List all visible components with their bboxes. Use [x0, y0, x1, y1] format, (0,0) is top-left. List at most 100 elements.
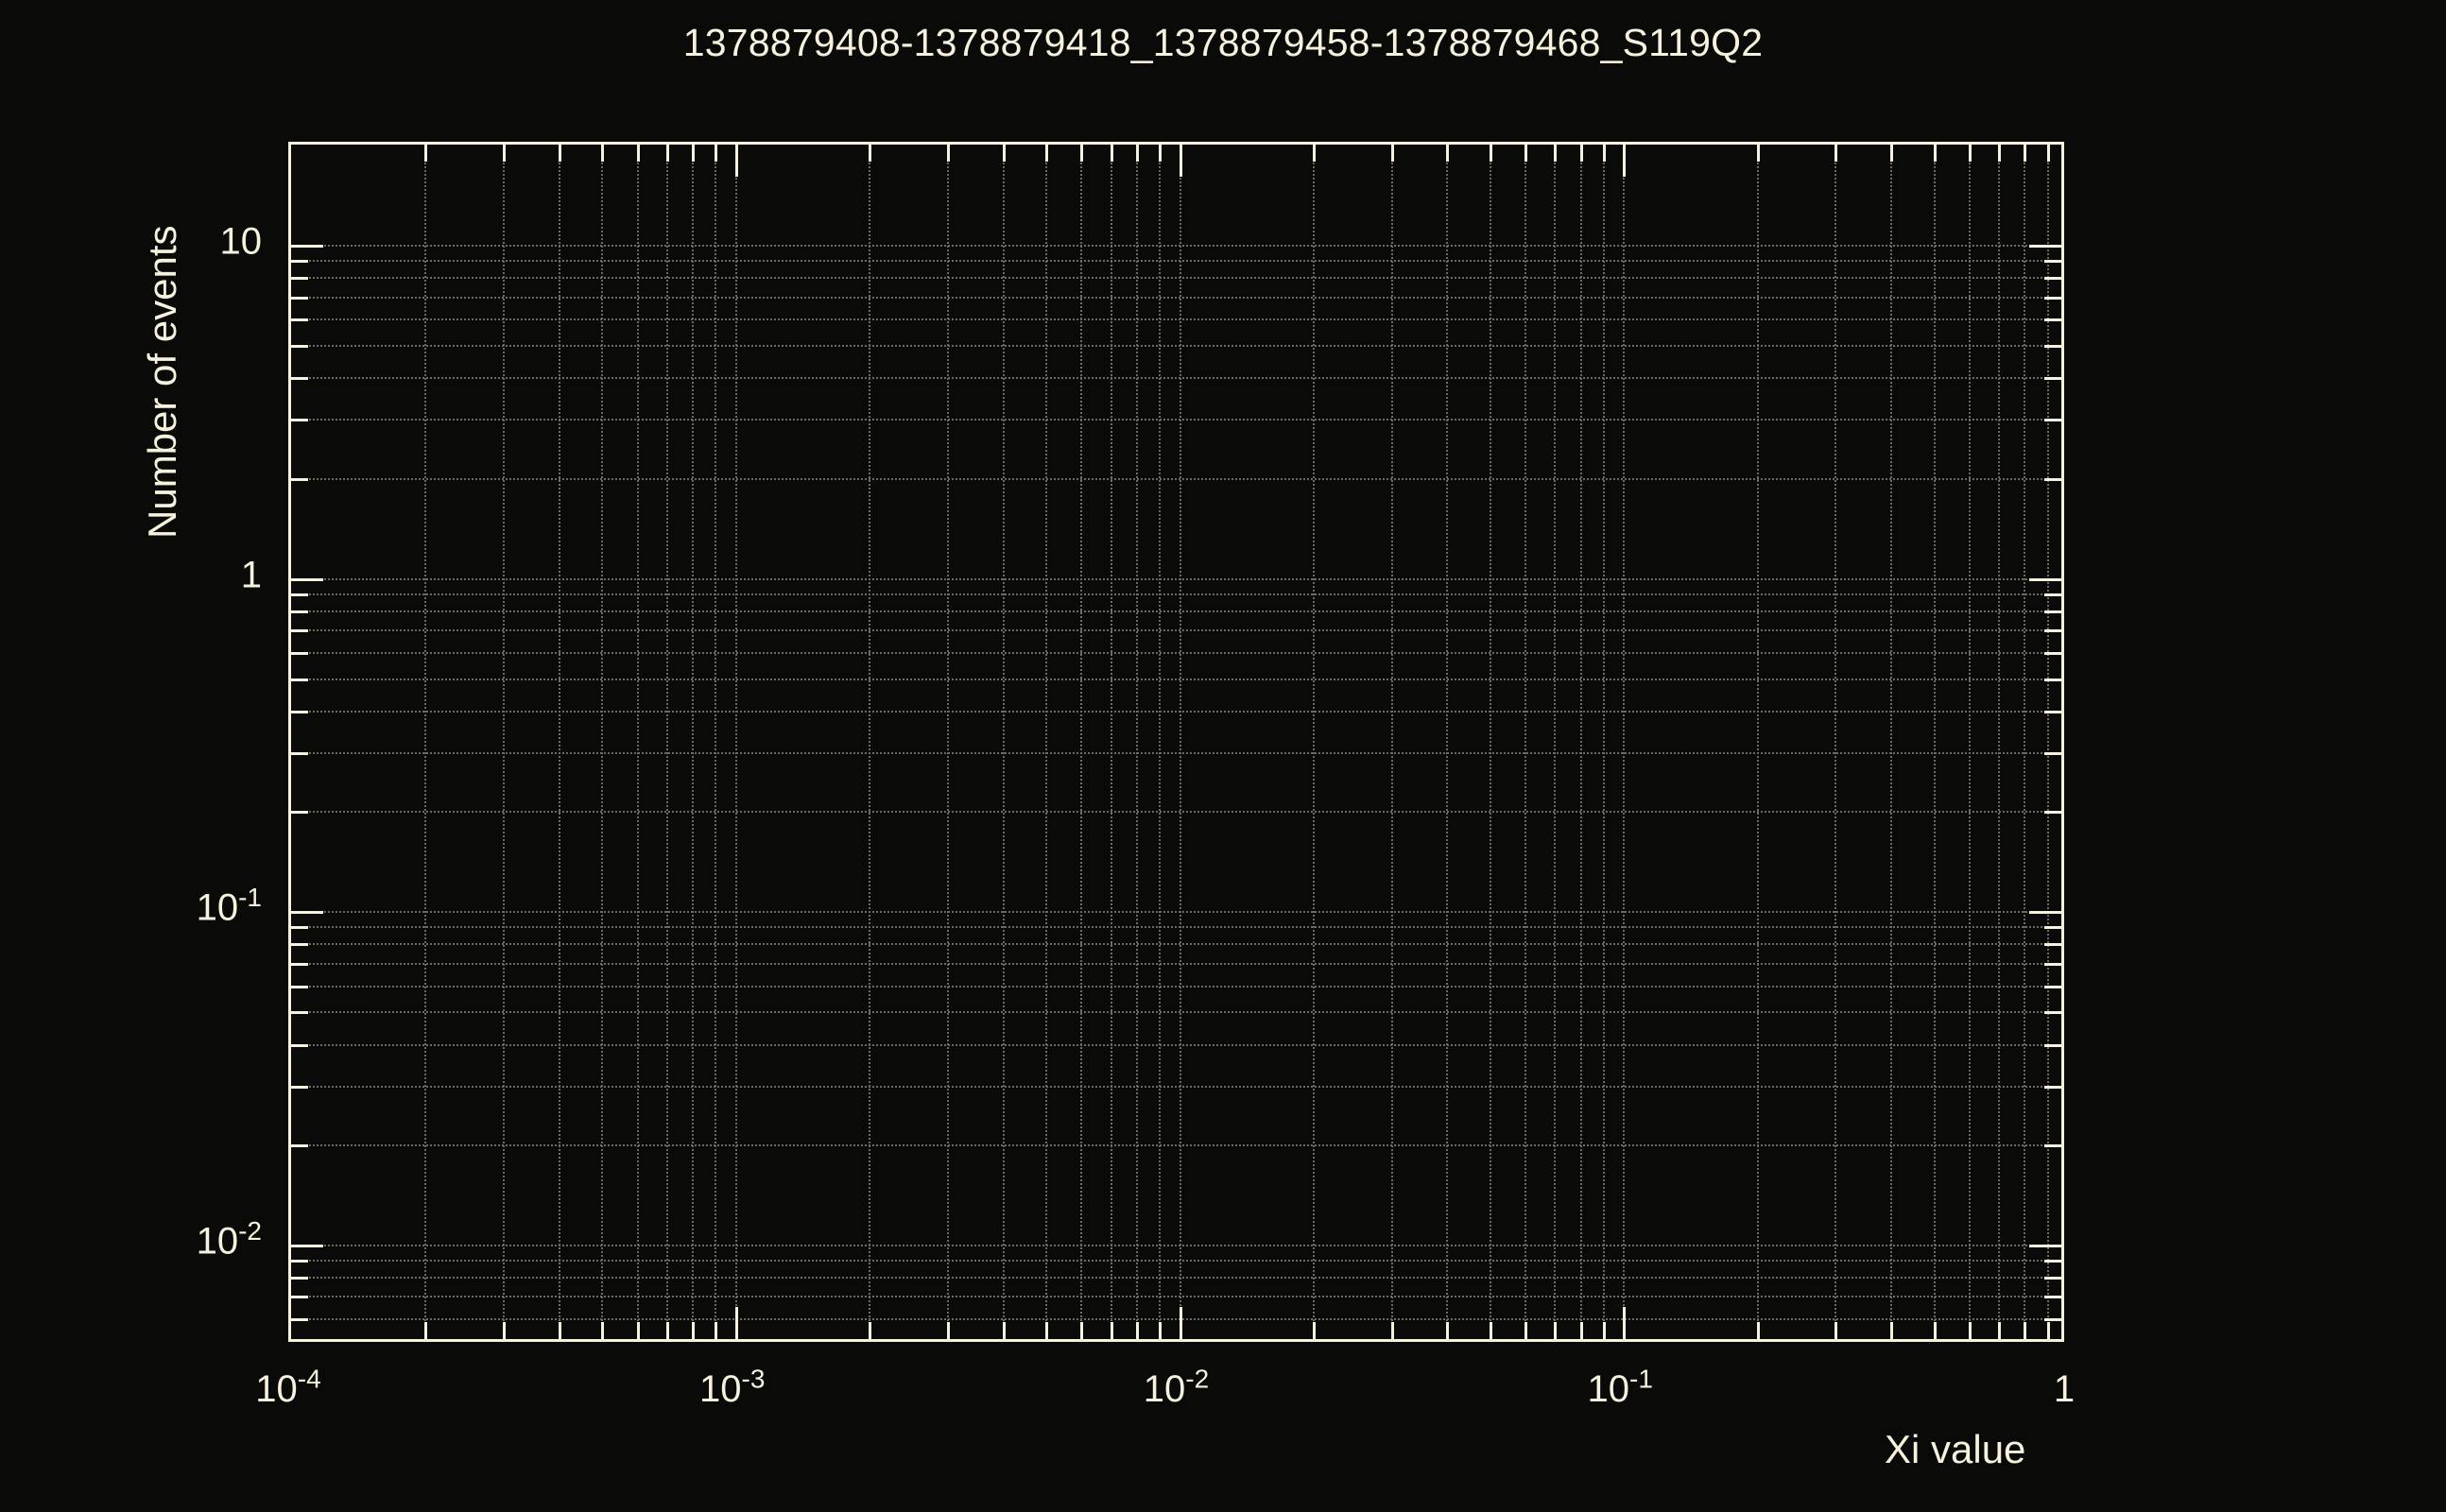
- gridline-horizontal: [291, 1318, 2061, 1321]
- y-minor-tick-right: [2044, 277, 2061, 281]
- x-major-tick-top: [1623, 145, 1627, 177]
- page-title: 1378879408-1378879418_1378879458-1378879…: [682, 21, 1764, 64]
- gridline-horizontal: [291, 296, 2061, 299]
- y-minor-tick: [291, 651, 308, 655]
- gridline-vertical: [1998, 145, 2001, 1339]
- y-minor-tick: [291, 477, 308, 481]
- y-minor-tick-right: [2044, 811, 2061, 815]
- y-tick-label-exponent: -2: [238, 1216, 262, 1246]
- x-major-tick: [734, 1307, 738, 1339]
- x-minor-tick: [1602, 1322, 1606, 1339]
- x-tick-label-exponent: -3: [741, 1364, 766, 1394]
- y-axis-title: Number of events: [140, 225, 184, 540]
- gridline-vertical: [1933, 145, 1936, 1339]
- x-minor-tick-top: [424, 145, 428, 162]
- y-minor-tick: [291, 377, 308, 381]
- x-minor-tick: [1554, 1322, 1558, 1339]
- gridline-horizontal: [291, 926, 2061, 929]
- y-minor-tick-right: [2044, 1143, 2061, 1147]
- gridline-horizontal: [291, 1277, 2061, 1280]
- y-minor-tick-right: [2044, 651, 2061, 655]
- y-minor-tick: [291, 1043, 308, 1047]
- gridline-vertical: [1002, 145, 1005, 1339]
- y-minor-tick-right: [2044, 1011, 2061, 1015]
- y-minor-tick-right: [2044, 752, 2061, 756]
- gridline-horizontal: [291, 752, 2061, 755]
- gridline-horizontal: [291, 610, 2061, 612]
- x-tick-label-base: 10: [255, 1368, 298, 1410]
- y-minor-tick-right: [2044, 629, 2061, 633]
- x-minor-tick: [1579, 1322, 1583, 1339]
- y-minor-tick: [291, 277, 308, 281]
- gridline-horizontal: [291, 260, 2061, 263]
- x-minor-tick: [1968, 1322, 1972, 1339]
- x-minor-tick-top: [1446, 145, 1450, 162]
- x-minor-tick-top: [1756, 145, 1760, 162]
- y-minor-tick-right: [2044, 1296, 2061, 1299]
- x-minor-tick: [558, 1322, 561, 1339]
- x-minor-tick: [692, 1322, 696, 1339]
- gridline-horizontal: [291, 1043, 2061, 1046]
- y-minor-tick: [291, 678, 308, 681]
- x-minor-tick: [1390, 1322, 1394, 1339]
- gridline-vertical: [601, 145, 604, 1339]
- x-minor-tick-top: [1890, 145, 1894, 162]
- y-major-tick: [291, 911, 323, 915]
- gridline-horizontal: [291, 577, 2061, 580]
- x-tick-label-base: 1: [2053, 1368, 2076, 1410]
- x-minor-tick: [503, 1322, 507, 1339]
- gridline-vertical: [1602, 145, 1605, 1339]
- gridline-vertical: [1554, 145, 1557, 1339]
- gridline-vertical: [1045, 145, 1048, 1339]
- x-minor-tick-top: [1159, 145, 1162, 162]
- y-minor-tick-right: [2044, 1277, 2061, 1280]
- x-minor-tick-top: [1968, 145, 1972, 162]
- x-minor-tick-top: [1110, 145, 1113, 162]
- x-minor-tick: [601, 1322, 605, 1339]
- y-minor-tick: [291, 345, 308, 349]
- x-minor-tick: [1312, 1322, 1316, 1339]
- gridline-horizontal: [291, 962, 2061, 965]
- gridline-vertical: [715, 145, 717, 1339]
- y-tick-label: 10-1: [196, 885, 262, 930]
- x-minor-tick-top: [946, 145, 950, 162]
- gridline-vertical: [1312, 145, 1315, 1339]
- x-minor-tick: [1933, 1322, 1937, 1339]
- x-minor-tick-top: [715, 145, 718, 162]
- gridline-vertical: [1135, 145, 1138, 1339]
- x-tick-label: 10-2: [1143, 1366, 1209, 1411]
- gridline-horizontal: [291, 318, 2061, 321]
- gridline-horizontal: [291, 651, 2061, 654]
- x-minor-tick: [946, 1322, 950, 1339]
- x-tick-label: 1: [2054, 1368, 2075, 1411]
- gridline-vertical: [558, 145, 560, 1339]
- y-minor-tick-right: [2044, 260, 2061, 264]
- x-minor-tick: [636, 1322, 640, 1339]
- x-minor-tick-top: [1933, 145, 1937, 162]
- x-tick-label: 10-4: [255, 1364, 321, 1411]
- x-tick-label: 10-1: [1587, 1366, 1653, 1411]
- y-tick-label: 10: [220, 221, 263, 264]
- x-tick-label-exponent: -4: [297, 1364, 321, 1394]
- x-minor-tick-top: [1524, 145, 1528, 162]
- gridline-horizontal: [291, 1143, 2061, 1146]
- x-minor-tick-top: [2024, 145, 2027, 162]
- x-major-tick: [1623, 1307, 1627, 1339]
- gridline-vertical: [1623, 145, 1626, 1339]
- y-minor-tick-right: [2044, 985, 2061, 988]
- gridline-vertical: [636, 145, 639, 1339]
- x-minor-tick: [424, 1322, 428, 1339]
- y-minor-tick-right: [2044, 711, 2061, 714]
- gridline-vertical: [1390, 145, 1393, 1339]
- x-minor-tick-top: [1312, 145, 1316, 162]
- gridline-vertical: [1080, 145, 1083, 1339]
- y-tick-label-base: 10: [196, 886, 239, 929]
- x-tick-label-base: 10: [1587, 1368, 1630, 1410]
- y-major-tick-right: [2029, 1244, 2061, 1247]
- y-minor-tick: [291, 1011, 308, 1015]
- gridline-vertical: [1179, 145, 1181, 1339]
- y-major-tick-right: [2029, 577, 2061, 581]
- gridline-horizontal: [291, 419, 2061, 421]
- x-tick-label-base: 10: [1143, 1368, 1186, 1410]
- gridline-vertical: [2046, 145, 2049, 1339]
